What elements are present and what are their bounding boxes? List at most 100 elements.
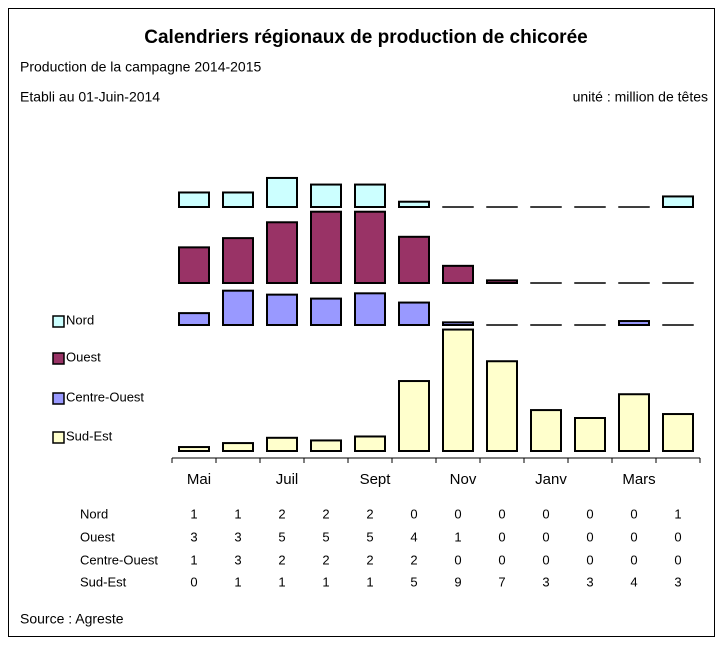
table-cell: 4: [410, 529, 417, 544]
table-row-label: Sud-Est: [80, 574, 127, 589]
table-cell: 5: [410, 574, 417, 589]
table-cell: 1: [190, 506, 197, 521]
legend-swatch: [52, 315, 65, 328]
bar: [266, 176, 298, 209]
legend-label: Centre-Ouest: [66, 389, 144, 404]
bar: [530, 409, 562, 452]
table-cell: 1: [454, 529, 461, 544]
legend-label: Ouest: [66, 349, 101, 364]
table-cell: 2: [366, 552, 373, 567]
table-cell: 0: [498, 506, 505, 521]
bar: [222, 289, 254, 326]
table-cell: 2: [278, 506, 285, 521]
table-cell: 0: [454, 552, 461, 567]
table-row-label: Centre-Ouest: [80, 552, 158, 567]
table-cell: 2: [278, 552, 285, 567]
table-cell: 0: [630, 552, 637, 567]
table-cell: 0: [410, 506, 417, 521]
table-cell: 0: [674, 552, 681, 567]
table-cell: 3: [234, 529, 241, 544]
legend-swatch: [52, 352, 65, 365]
bar: [618, 320, 650, 327]
table-cell: 3: [674, 574, 681, 589]
bar: [398, 301, 430, 326]
table-cell: 1: [322, 574, 329, 589]
table-cell: 0: [586, 529, 593, 544]
table-cell: 0: [542, 552, 549, 567]
x-tick-label: Mars: [622, 471, 655, 488]
legend-swatch: [52, 392, 65, 405]
table-cell: 1: [234, 506, 241, 521]
table-cell: 9: [454, 574, 461, 589]
table-cell: 2: [410, 552, 417, 567]
table-cell: 3: [234, 552, 241, 567]
bar: [354, 210, 386, 284]
table-cell: 2: [322, 506, 329, 521]
table-cell: 1: [674, 506, 681, 521]
table-cell: 1: [190, 552, 197, 567]
bar: [354, 435, 386, 453]
bar: [310, 210, 342, 284]
table-cell: 1: [234, 574, 241, 589]
table-cell: 5: [366, 529, 373, 544]
table-cell: 3: [190, 529, 197, 544]
bar: [486, 279, 518, 284]
x-tick-label: Janv: [535, 471, 567, 488]
bar: [486, 360, 518, 452]
bar: [310, 439, 342, 453]
table-cell: 0: [498, 529, 505, 544]
legend-label: Nord: [66, 312, 94, 327]
bar: [310, 183, 342, 208]
bar: [266, 293, 298, 327]
table-cell: 4: [630, 574, 637, 589]
subtitle: Production de la campagne 2014-2015: [20, 59, 262, 75]
table-row-label: Ouest: [80, 529, 115, 544]
bar: [442, 328, 474, 452]
bar: [178, 312, 210, 326]
x-tick-label: Nov: [450, 471, 477, 488]
table-row-label: Nord: [80, 506, 108, 521]
table-cell: 0: [630, 529, 637, 544]
x-tick-label: Juil: [276, 471, 299, 488]
bar: [178, 446, 210, 453]
bar: [354, 183, 386, 208]
bar: [398, 235, 430, 285]
table-cell: 0: [586, 552, 593, 567]
bar: [398, 380, 430, 453]
bar: [310, 297, 342, 327]
table-cell: 0: [630, 506, 637, 521]
bar: [178, 246, 210, 284]
bar: [178, 191, 210, 208]
bar: [618, 393, 650, 452]
bar: [266, 436, 298, 452]
table-cell: 3: [586, 574, 593, 589]
table-cell: 0: [542, 506, 549, 521]
chart-title: Calendriers régionaux de production de c…: [144, 27, 587, 48]
legend-label: Sud-Est: [66, 428, 113, 443]
bar: [354, 292, 386, 327]
table-cell: 1: [366, 574, 373, 589]
bar: [222, 237, 254, 284]
table-cell: 0: [190, 574, 197, 589]
date-note: Etabli au 01-Juin-2014: [20, 89, 160, 105]
table-cell: 7: [498, 574, 505, 589]
table-cell: 5: [278, 529, 285, 544]
bar: [574, 417, 606, 452]
table-cell: 0: [586, 506, 593, 521]
table-cell: 0: [674, 529, 681, 544]
x-tick-label: Mai: [187, 471, 211, 488]
table-cell: 3: [542, 574, 549, 589]
bar: [222, 191, 254, 208]
bar: [222, 442, 254, 452]
bar: [266, 221, 298, 284]
unit-note: unité : million de têtes: [573, 89, 708, 105]
bar: [442, 321, 474, 326]
bar: [662, 413, 694, 453]
table-cell: 0: [542, 529, 549, 544]
bar: [662, 195, 694, 209]
bar: [442, 264, 474, 284]
legend-swatch: [52, 431, 65, 444]
table-cell: 2: [366, 506, 373, 521]
table-cell: 0: [498, 552, 505, 567]
